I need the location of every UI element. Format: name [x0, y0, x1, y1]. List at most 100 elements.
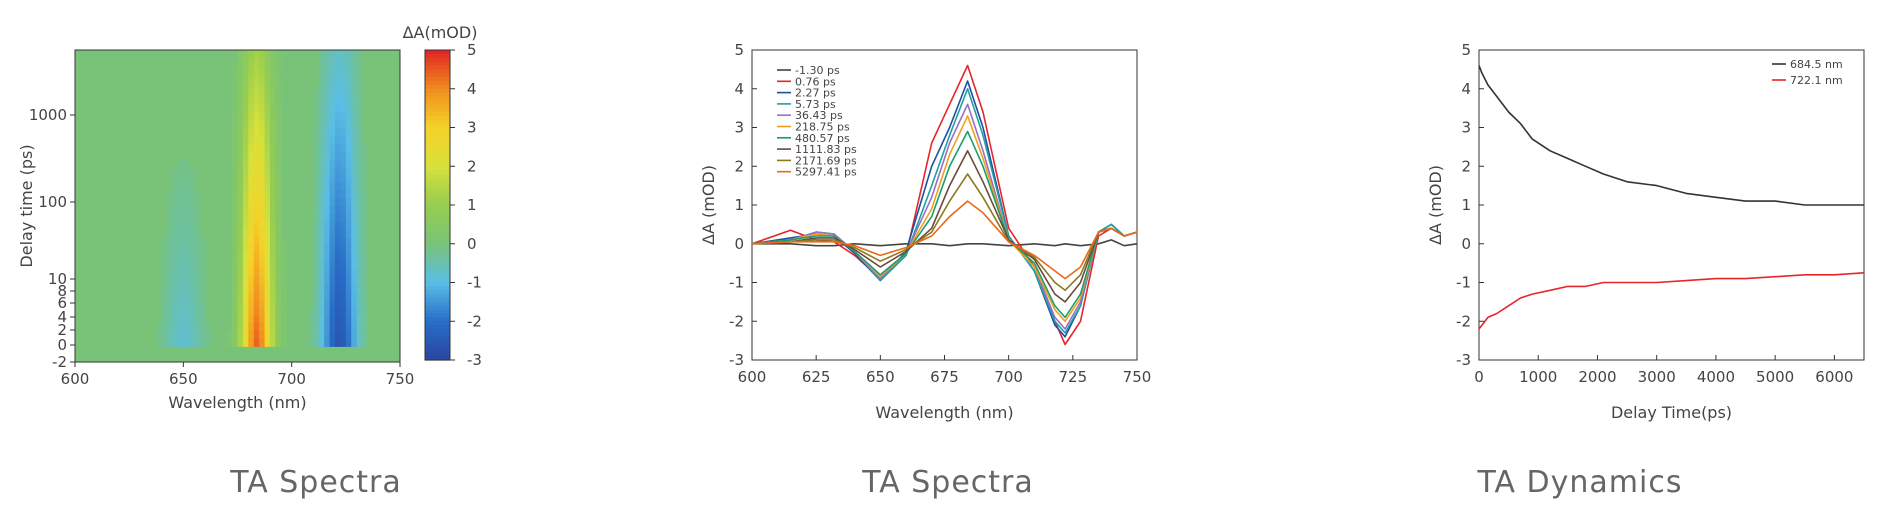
heatmap-cell — [345, 252, 352, 262]
heatmap-cell — [340, 89, 347, 98]
heatmap-cell — [329, 284, 336, 293]
heatmap-cell — [270, 284, 276, 293]
heatmap-cell — [351, 252, 358, 262]
x-tick-label: 650 — [169, 370, 198, 388]
heatmap-cell — [270, 120, 276, 129]
heatmap-cell — [335, 96, 341, 106]
heatmap-cell — [259, 174, 266, 184]
heatmap-cell — [237, 167, 244, 176]
heatmap-cell — [345, 276, 352, 285]
legend-entry: 5297.41 ps — [795, 166, 857, 179]
heatmap-cell — [177, 252, 184, 262]
heatmap-cell — [362, 198, 368, 207]
heatmap-cell — [248, 89, 255, 98]
heatmap-cell — [362, 151, 368, 160]
colorbar-cell — [425, 356, 450, 361]
heatmap-cell — [324, 245, 331, 254]
heatmap-cell — [183, 221, 190, 230]
heatmap-cell — [280, 299, 287, 308]
heatmap-cell — [253, 81, 260, 90]
heatmap-cell — [264, 299, 271, 308]
heatmap-cell — [356, 315, 363, 324]
heatmap-cell — [232, 299, 238, 308]
heatmap-cell — [356, 252, 363, 262]
heatmap-cell — [177, 174, 184, 184]
heatmap-cell — [356, 221, 363, 230]
heatmap-cell — [270, 291, 276, 301]
heatmap-cell — [242, 299, 249, 308]
heatmap-cell — [335, 198, 341, 207]
heatmap-cell — [345, 81, 352, 90]
heatmap-cell — [242, 128, 249, 137]
heatmap-cell — [324, 221, 331, 230]
heatmap-cell — [172, 330, 179, 340]
heatmap-cell — [340, 120, 347, 129]
heatmap-cell — [313, 112, 320, 121]
heatmap-cell — [199, 338, 206, 347]
heatmap-cell — [194, 229, 201, 238]
heatmap-cell — [351, 174, 358, 184]
heatmap-cell — [340, 112, 347, 121]
heatmap-cell — [188, 190, 195, 199]
colorbar-cell — [425, 212, 450, 218]
heatmap-cell — [345, 323, 352, 332]
heatmap-cell — [172, 237, 179, 246]
x-tick-label: 725 — [1059, 368, 1088, 386]
heatmap-cell — [329, 81, 336, 90]
heatmap-cell — [345, 57, 352, 67]
colorbar-cell — [425, 73, 450, 78]
heatmap-cell — [248, 252, 255, 262]
colorbar-cell — [425, 290, 450, 295]
heatmap-cell — [313, 291, 320, 301]
heatmap-cell — [248, 182, 255, 191]
colorbar-cell — [425, 135, 450, 140]
heatmap-cell — [177, 213, 184, 223]
heatmap-cell — [242, 167, 249, 176]
heatmap-cell — [275, 245, 282, 254]
heatmap-cell — [318, 323, 325, 332]
heatmap-cell — [242, 174, 249, 184]
y-tick-label: 4 — [734, 80, 744, 98]
heatmap-cell — [183, 315, 190, 324]
heatmap-cell — [280, 237, 287, 246]
heatmap-cell — [248, 198, 255, 207]
heatmap-cell — [177, 198, 184, 207]
x-tick-label: 0 — [1474, 368, 1484, 386]
heatmap-cell — [237, 221, 244, 230]
heatmap-cell — [237, 338, 244, 347]
heatmap-cell — [356, 159, 363, 168]
heatmap-cell — [351, 182, 358, 191]
heatmap-cell — [313, 89, 320, 98]
heatmap-cell — [264, 315, 271, 324]
heatmap-cell — [253, 268, 260, 277]
colorbar-tick-label: -2 — [467, 312, 482, 330]
legend: 684.5 nm 722.1 nm — [1772, 58, 1843, 87]
heatmap-cell — [259, 159, 266, 168]
heatmap-cell — [356, 96, 363, 106]
heatmap-cell — [253, 167, 260, 176]
heatmap-cell — [318, 143, 325, 152]
heatmap-cell — [194, 237, 201, 246]
heatmap-cell — [275, 81, 282, 90]
heatmap-cell — [188, 252, 195, 262]
heatmap-cell — [324, 198, 331, 207]
heatmap-cell — [264, 128, 271, 137]
heatmap-cell — [232, 174, 238, 184]
y-tick-label: 6 — [57, 294, 67, 312]
heatmap-cell — [226, 338, 233, 347]
heatmap-cell — [329, 338, 336, 347]
heatmap-cell — [242, 315, 249, 324]
heatmap-cell — [335, 323, 341, 332]
heatmap-cell — [340, 237, 347, 246]
heatmap-cell — [232, 330, 238, 340]
colorbar-cell — [425, 100, 450, 105]
heatmap-cell — [183, 159, 190, 168]
colorbar-cell — [425, 286, 450, 291]
y-tick-label: 1 — [734, 196, 744, 214]
heatmap-cell — [264, 174, 271, 184]
heatmap-cell — [177, 284, 184, 293]
colorbar-tick-label: 3 — [467, 119, 477, 137]
heatmap-cell — [345, 190, 352, 199]
heatmap-cell — [351, 167, 358, 176]
